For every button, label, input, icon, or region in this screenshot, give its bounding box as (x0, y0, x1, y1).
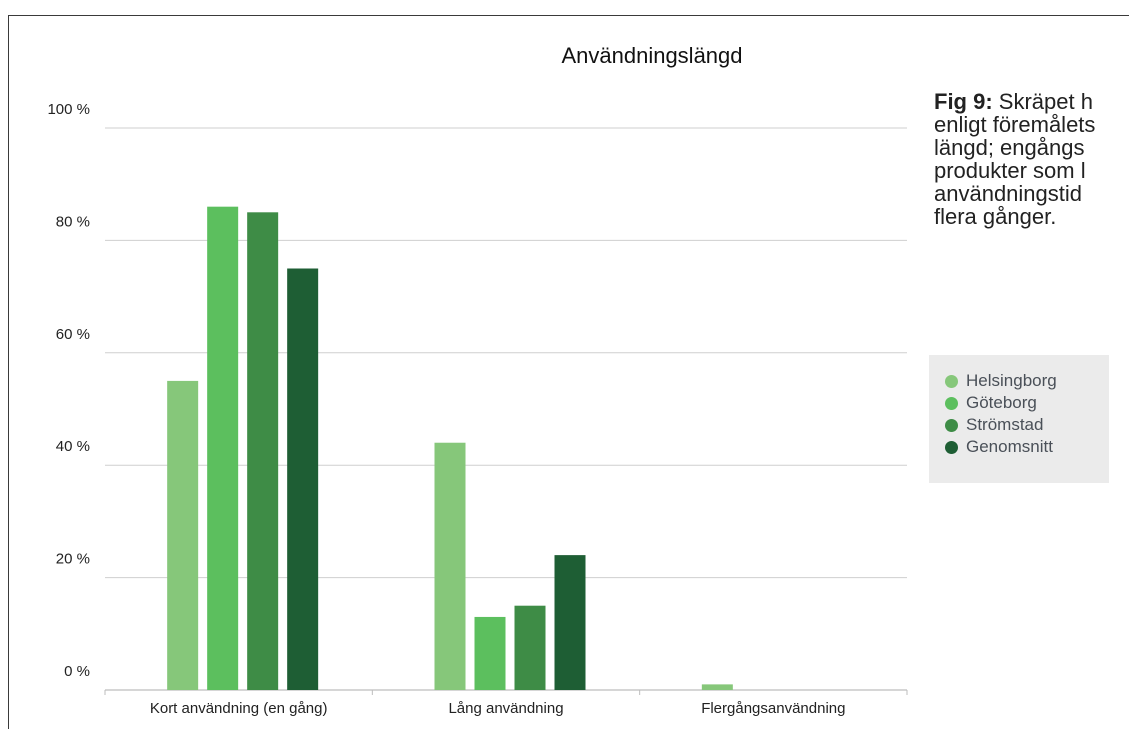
legend-swatch (945, 418, 958, 432)
bar (247, 212, 279, 691)
legend-swatch (945, 440, 958, 454)
legend-item: Helsingborg (945, 370, 1109, 392)
bar (474, 616, 506, 690)
chart-title: Användningslängd (561, 43, 742, 68)
caption-figure-label: Fig 9: (934, 90, 993, 114)
caption-line: enligt föremålets (934, 112, 1096, 137)
bar (701, 684, 733, 690)
caption-line: användningstid (934, 181, 1083, 206)
caption-line: längd; engångs (934, 135, 1085, 160)
bar (554, 555, 586, 690)
caption-text: Skräpet h (992, 90, 1093, 114)
y-tick-label: 100 % (47, 101, 90, 118)
x-category-label: Kort användning (en gång) (150, 700, 328, 717)
caption-line-1: Fig 9: Skräpet h (934, 90, 1129, 113)
x-category-label: Lång användning (448, 700, 563, 717)
y-tick-label: 80 % (56, 213, 90, 230)
bar (434, 442, 466, 690)
legend-swatch (945, 396, 958, 410)
bar-chart: Användningslängd 0 % 20 % 40 % 60 % 80 % 100 … (47, 43, 908, 717)
legend-item: Strömstad (945, 414, 1109, 436)
legend-label: Genomsnitt (966, 437, 1053, 456)
legend-label: Strömstad (966, 415, 1044, 434)
legend-item: Genomsnitt (945, 436, 1109, 458)
figure-frame (8, 15, 1129, 729)
y-tick-label: 60 % (56, 326, 90, 343)
caption-line: flera gånger. (934, 204, 1057, 229)
legend-label: Helsingborg (966, 371, 1057, 390)
legend-swatch (945, 374, 958, 388)
y-tick-label: 0 % (64, 663, 90, 680)
y-tick-label: 20 % (56, 551, 90, 568)
bar (514, 605, 546, 690)
legend-item: Göteborg (945, 392, 1109, 414)
figure-caption: Fig 9: Skräpet h enligt föremålets längd… (934, 90, 1129, 300)
y-tick-label: 40 % (56, 438, 90, 455)
x-category-label: Flergångsanvändning (701, 700, 845, 717)
caption-line: produkter som l (934, 158, 1086, 183)
bar (207, 206, 239, 690)
chart-legend: Helsingborg Göteborg Strömstad Genomsnit… (929, 355, 1109, 483)
bar (167, 380, 199, 690)
legend-label: Göteborg (966, 393, 1037, 412)
bar (287, 268, 319, 690)
